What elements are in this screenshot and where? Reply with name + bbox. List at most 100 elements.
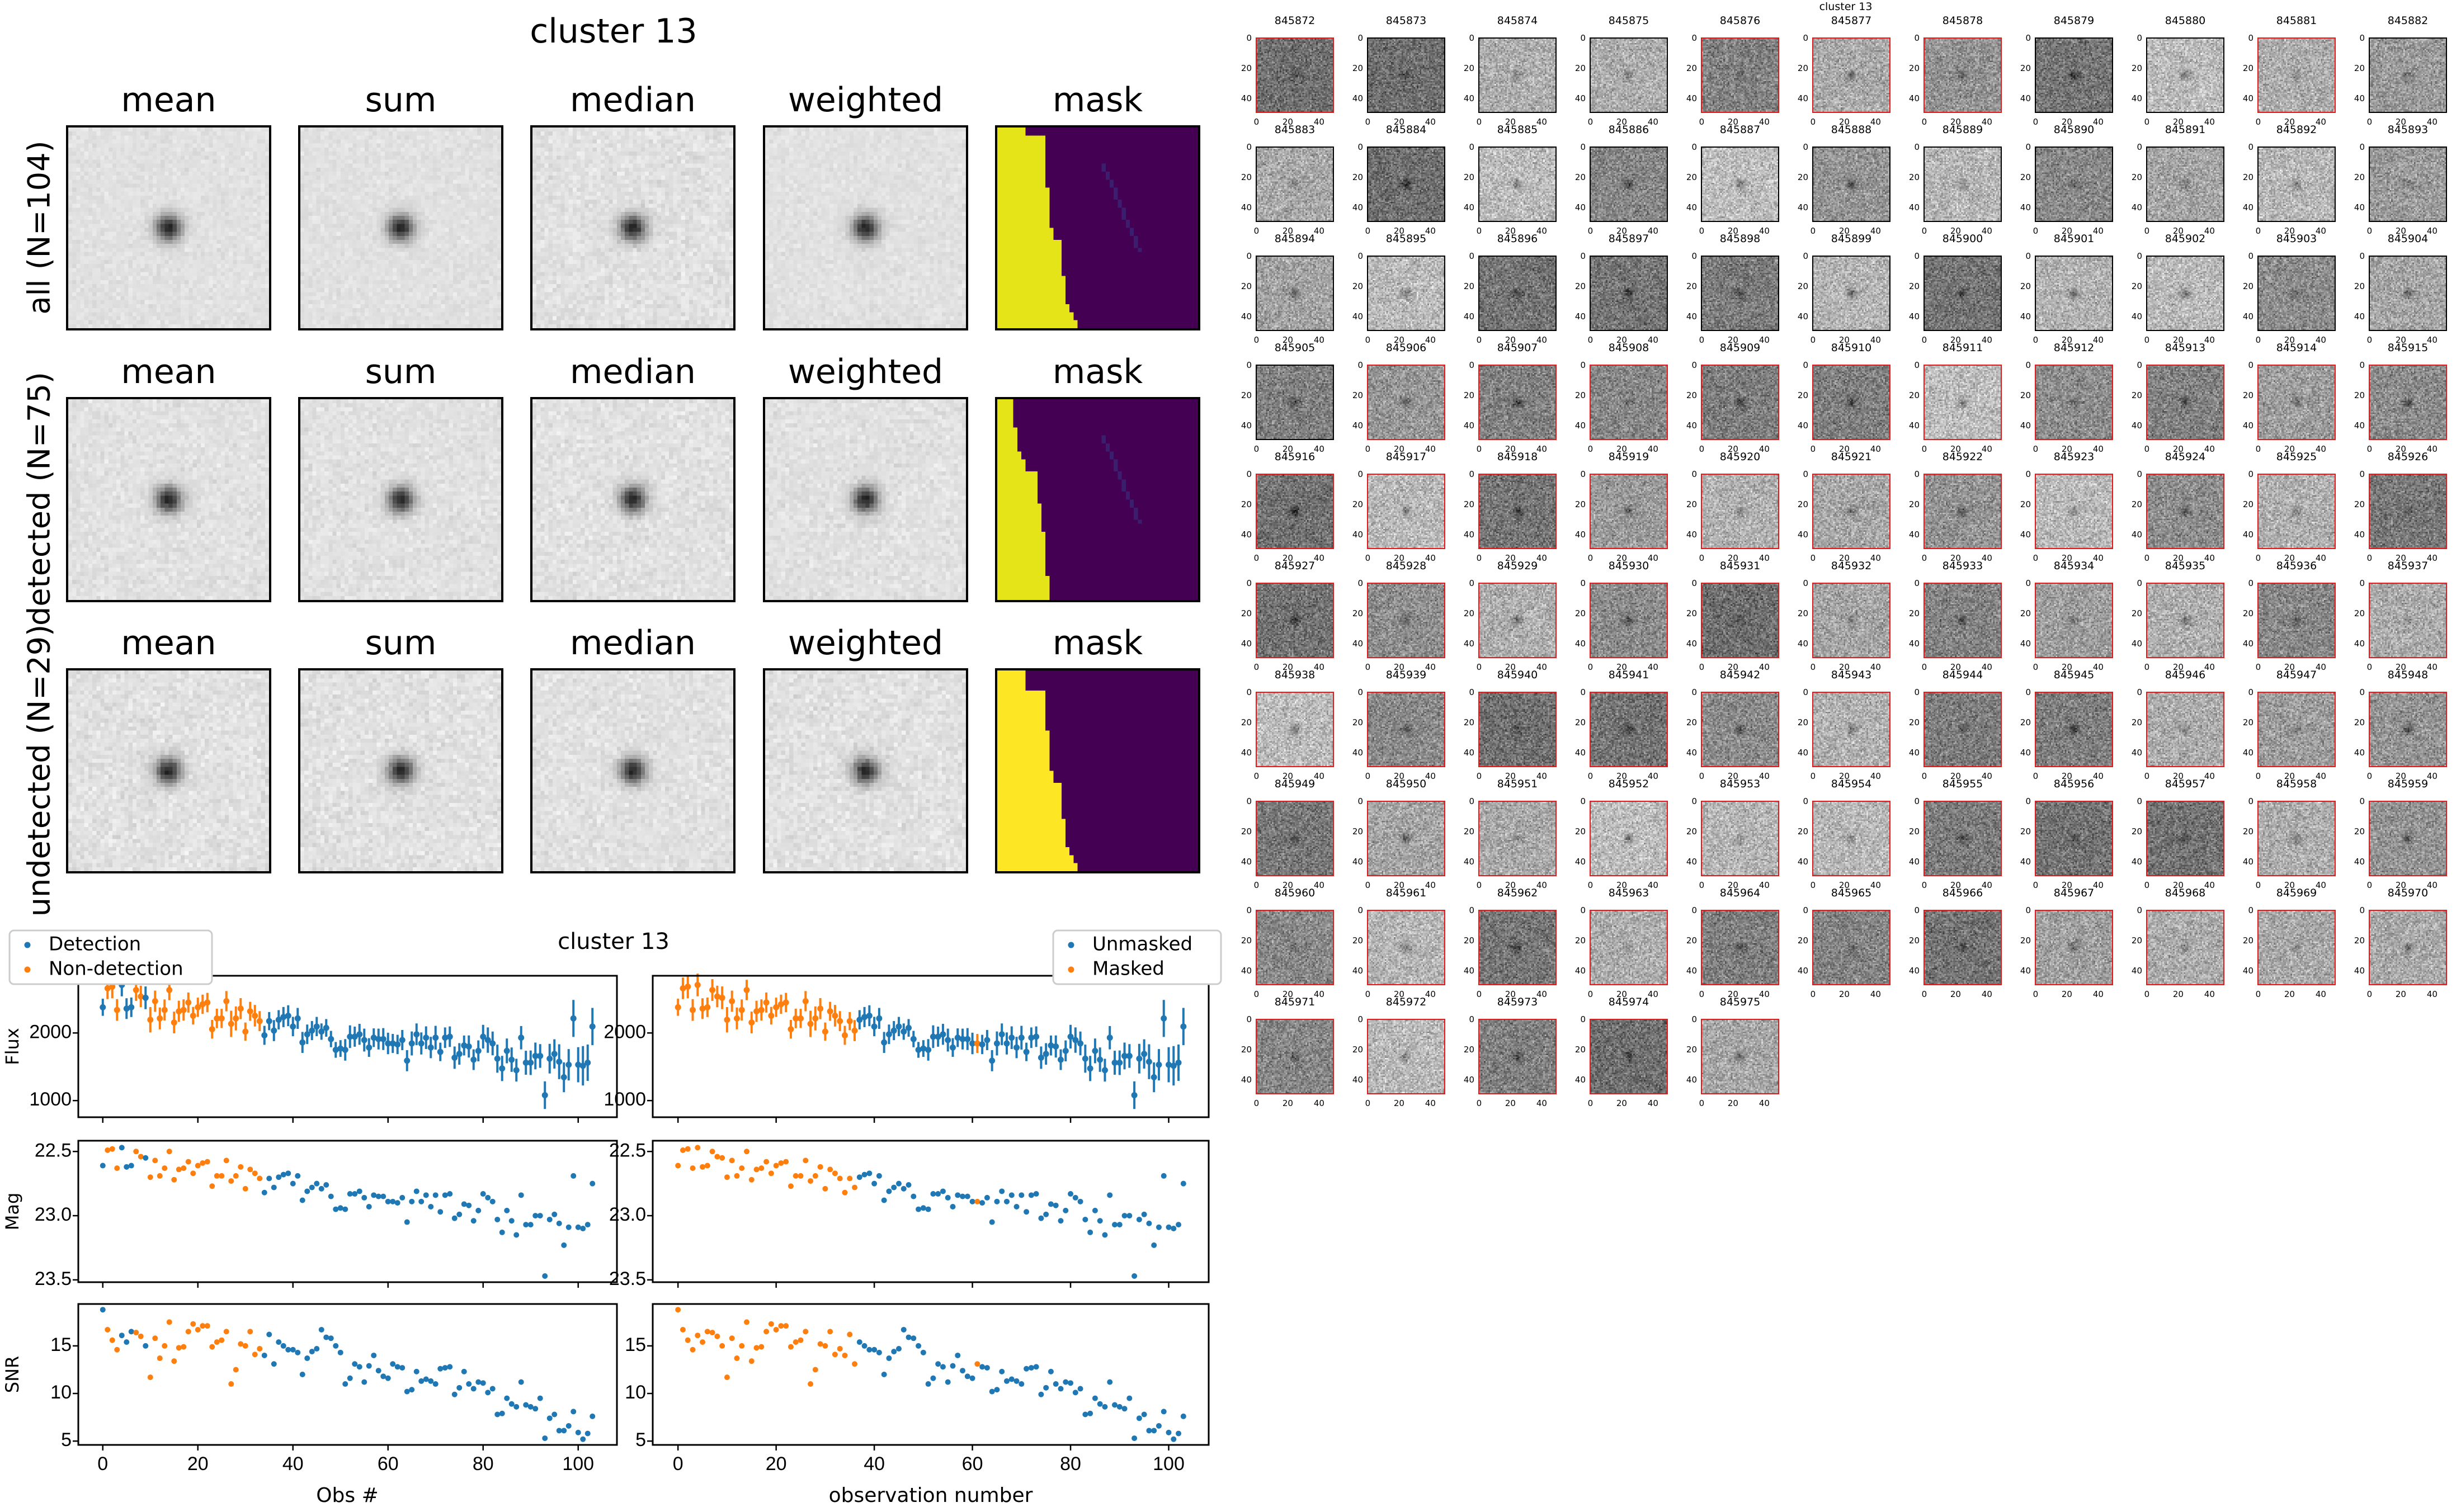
data-point (128, 1329, 134, 1335)
y-tick-label: 22.5 (35, 1140, 72, 1161)
thumbnail[interactable]: 845890 0 20 40 0 20 40 (2020, 124, 2113, 236)
sum-image (298, 125, 503, 330)
y-tick-label: 40 (2242, 311, 2253, 322)
data-point (709, 1330, 715, 1336)
data-point (499, 1229, 505, 1235)
data-point (778, 1160, 784, 1166)
thumbnail[interactable]: 845891 0 20 40 0 20 40 (2132, 124, 2224, 236)
thumbnail[interactable]: 845876 0 20 40 0 20 40 (1686, 15, 1779, 127)
y-tick-label: 40 (2354, 93, 2365, 104)
data-point (886, 1188, 892, 1194)
data-point (105, 1326, 111, 1333)
data-point (1053, 1381, 1059, 1387)
y-tick-label: 0 (1246, 142, 1252, 153)
data-point (314, 1180, 320, 1187)
thumbnail[interactable]: 845904 0 20 40 0 20 40 (2354, 233, 2447, 345)
data-point (1038, 1391, 1044, 1397)
data-point (1003, 1040, 1010, 1047)
data-point (304, 1188, 310, 1194)
data-point (261, 1032, 268, 1039)
data-point (380, 1036, 386, 1042)
data-point (404, 1388, 410, 1395)
x-tick-label: 0 (1365, 226, 1371, 236)
thumbnail[interactable]: 845879 0 20 40 0 20 40 (2020, 15, 2113, 127)
y-tick-label: 40 (2131, 202, 2142, 213)
data-point (812, 1015, 819, 1022)
x-tick-label: 40 (1981, 335, 1992, 345)
thumbnail[interactable]: 845892 0 20 40 0 20 40 (2243, 124, 2336, 236)
data-point (1136, 1415, 1142, 1421)
data-point (590, 1413, 596, 1419)
thumbnail[interactable]: 845878 0 20 40 0 20 40 (1909, 15, 2002, 127)
data-point (876, 1015, 883, 1022)
thumbnail[interactable]: 845888 0 20 40 0 20 40 (1798, 124, 1890, 236)
thumbnail[interactable]: 845895 0 20 40 0 20 40 (1352, 233, 1445, 345)
y-tick-label: 22.5 (609, 1140, 646, 1161)
x-tick-label: 40 (1647, 226, 1658, 236)
data-point (219, 1337, 225, 1343)
y-tick-label: 0 (2025, 142, 2031, 153)
thumbnail[interactable]: 845899 0 20 40 0 20 40 (1798, 233, 1890, 345)
x-tick-label: 20 (1950, 117, 1961, 127)
thumbnail[interactable]: 845883 0 20 40 0 20 40 (1241, 124, 1334, 236)
data-point (841, 1032, 848, 1039)
data-point (1033, 1191, 1039, 1197)
thumbnail[interactable]: 845877 0 20 40 0 20 40 (1798, 15, 1890, 127)
data-point (390, 1198, 396, 1204)
thumbnail[interactable]: 845872 0 20 40 0 20 40 (1241, 15, 1334, 127)
data-point (782, 999, 789, 1006)
y-tick-label: 0 (1357, 142, 1363, 153)
thumbnail[interactable]: 845880 0 20 40 0 20 40 (2132, 15, 2224, 127)
data-point (546, 1055, 553, 1062)
data-point (508, 1401, 515, 1407)
data-point (276, 1174, 282, 1180)
data-point (114, 1346, 120, 1353)
thumbnail[interactable]: 845885 0 20 40 0 20 40 (1464, 124, 1557, 236)
thumbnail[interactable]: 845889 0 20 40 0 20 40 (1909, 124, 2002, 236)
x-tick-label: 40 (2426, 226, 2438, 236)
thumbnail[interactable]: 845902 0 20 40 0 20 40 (2132, 233, 2224, 345)
thumbnail[interactable]: 845901 0 20 40 0 20 40 (2020, 233, 2113, 345)
thumbnail[interactable]: 845874 0 20 40 0 20 40 (1464, 15, 1557, 127)
data-point (451, 1215, 458, 1221)
panel-title-median: median (570, 81, 696, 120)
data-point (128, 1004, 135, 1010)
legend-label: Unmasked (1092, 933, 1192, 956)
mask-image (995, 125, 1200, 330)
thumbnail[interactable]: 845903 0 20 40 0 20 40 (2243, 233, 2336, 345)
thumbnail[interactable]: 845896 0 20 40 0 20 40 (1464, 233, 1557, 345)
data-point (266, 1331, 272, 1338)
thumbnail[interactable]: 845882 0 20 40 0 20 40 (2354, 15, 2447, 127)
x-tick-label: 20 (1838, 226, 1850, 236)
data-point (181, 1165, 187, 1171)
data-point (852, 1361, 858, 1367)
thumbnail[interactable]: 845887 0 20 40 0 20 40 (1686, 124, 1779, 236)
data-point (523, 1402, 529, 1408)
data-point (499, 1410, 505, 1416)
thumbnail-image (2257, 37, 2336, 113)
data-point (817, 1341, 823, 1347)
data-point (822, 1028, 828, 1035)
thumbnail[interactable]: 845893 0 20 40 0 20 40 (2354, 124, 2447, 236)
data-point (138, 1333, 144, 1339)
thumbnail[interactable]: 845897 0 20 40 0 20 40 (1575, 233, 1668, 345)
right-xlabel: observation number (829, 1484, 1033, 1507)
thumbnail[interactable]: 845881 0 20 40 0 20 40 (2243, 15, 2336, 127)
thumbnail[interactable]: 845894 0 20 40 0 20 40 (1241, 233, 1334, 345)
data-point (1058, 1386, 1064, 1392)
data-point (475, 1047, 482, 1054)
flux-axes-right (647, 974, 1210, 1123)
data-point (432, 1381, 439, 1387)
thumbnail[interactable]: 845875 0 20 40 0 20 40 (1575, 15, 1668, 127)
thumbnail[interactable]: 845873 0 20 40 0 20 40 (1352, 15, 1445, 127)
y-tick-label: 1000 (29, 1089, 72, 1110)
data-point (323, 1182, 329, 1188)
thumbnail[interactable]: 845898 0 20 40 0 20 40 (1686, 233, 1779, 345)
data-point (294, 1015, 301, 1022)
thumbnail[interactable]: 845886 0 20 40 0 20 40 (1575, 124, 1668, 236)
thumbnail[interactable]: 845900 0 20 40 0 20 40 (1909, 233, 2002, 345)
data-point (133, 987, 139, 994)
x-tick-label: 0 (2033, 226, 2039, 236)
data-point (680, 1147, 686, 1153)
thumbnail[interactable]: 845884 0 20 40 0 20 40 (1352, 124, 1445, 236)
